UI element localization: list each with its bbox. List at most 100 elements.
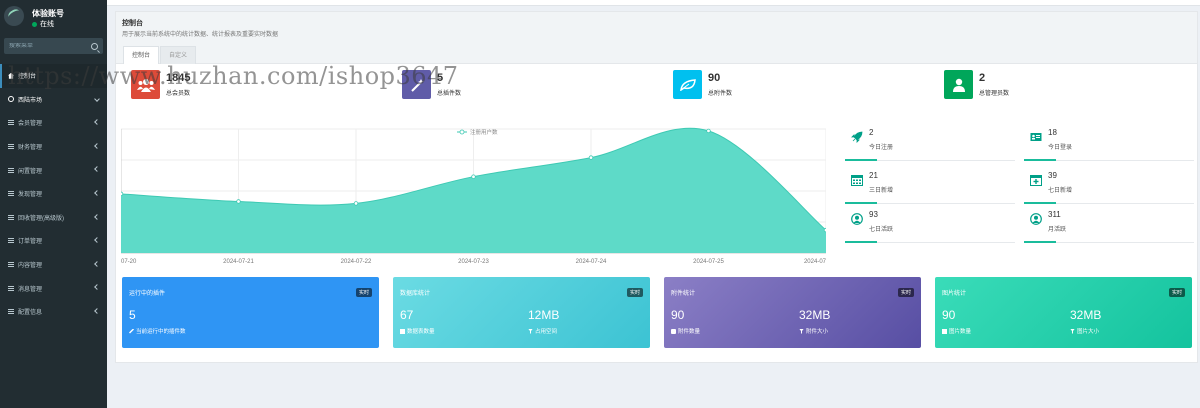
tab-custom[interactable]: 自定义 bbox=[160, 46, 197, 64]
circle-icon bbox=[8, 96, 14, 103]
mini-stat-seven-day: 39 七日新增 bbox=[1024, 168, 1194, 204]
sidebar-item-market[interactable]: 西陆市场 bbox=[0, 88, 107, 112]
sidebar-item-label: 西陆市场 bbox=[18, 97, 43, 104]
card-sub-label: 图片数量 bbox=[949, 329, 972, 335]
sidebar-item-label: 控制台 bbox=[18, 74, 37, 81]
sidebar-item-members[interactable]: 会员管理 bbox=[0, 111, 107, 135]
leaf-icon bbox=[673, 70, 702, 99]
sidebar-item-finance[interactable]: 财务管理 bbox=[0, 135, 107, 159]
sidebar-item-recycle[interactable]: 回收管理(高级版) bbox=[0, 206, 107, 230]
mini-stat-label: 七日新增 bbox=[1048, 188, 1073, 194]
stat-members: 1845 总会员数 bbox=[131, 70, 371, 110]
data-point bbox=[823, 227, 826, 233]
vcard-icon bbox=[1030, 133, 1042, 141]
calendar-icon bbox=[851, 175, 863, 186]
search-icon[interactable] bbox=[91, 42, 98, 50]
card-title: 附件统计 bbox=[671, 291, 696, 297]
card-title: 运行中的插件 bbox=[129, 291, 166, 297]
sidebar-item-discover[interactable]: 发现管理 bbox=[0, 182, 107, 206]
registration-area-chart: 07-20 2024-07-21 2024-07-22 2024-07-23 2024-… bbox=[121, 127, 826, 265]
mini-stat-bar bbox=[1024, 202, 1056, 204]
sidebar-item-content[interactable]: 内容管理 bbox=[0, 253, 107, 277]
x-tick-label: 2024-07-22 bbox=[341, 259, 372, 265]
sidebar-item-label: 订单管理 bbox=[18, 239, 43, 246]
x-tick-label: 2024-07-24 bbox=[576, 259, 607, 265]
stat-label: 总插件数 bbox=[437, 91, 462, 97]
chevron-left-icon bbox=[94, 213, 100, 220]
sidebar-item-label: 财务管理 bbox=[18, 145, 43, 152]
chevron-left-icon bbox=[94, 142, 100, 149]
card-sub-label: 当前运行中的插件数 bbox=[136, 329, 186, 335]
stat-value: 90 bbox=[708, 72, 721, 84]
list-icon bbox=[8, 120, 14, 126]
card-value-secondary: 32MB bbox=[1070, 308, 1102, 322]
legend-marker bbox=[459, 129, 465, 135]
mini-stat-bar bbox=[845, 202, 877, 204]
top-navbar bbox=[107, 0, 1200, 6]
avatar[interactable] bbox=[4, 6, 24, 26]
chevron-left-icon bbox=[94, 260, 100, 267]
user-circle-icon bbox=[851, 213, 863, 225]
mini-stat-label: 月活跃 bbox=[1048, 227, 1067, 233]
filter-icon bbox=[1070, 328, 1075, 334]
sidebar-item-label: 会员管理 bbox=[18, 121, 43, 128]
card-sub-label: 数据表数量 bbox=[407, 329, 435, 335]
sidebar-item-orders[interactable]: 订单管理 bbox=[0, 229, 107, 253]
mini-stat-value: 18 bbox=[1048, 128, 1057, 137]
stat-plugins: 5 总插件数 bbox=[402, 70, 642, 110]
card-title: 数据库统计 bbox=[400, 291, 431, 297]
database-icon bbox=[400, 328, 405, 334]
chevron-left-icon bbox=[94, 308, 100, 314]
card-value-secondary: 32MB bbox=[799, 308, 831, 322]
card-subtitle-secondary: 附件大小 bbox=[799, 327, 828, 335]
chevron-left-icon bbox=[94, 190, 100, 196]
chevron-down-icon bbox=[94, 95, 100, 102]
panel-header: 控制台 用于展示当前系统中的统计数据、统计报表及重要实时数据 控制台 自定义 bbox=[116, 12, 1197, 64]
stat-value: 2 bbox=[979, 72, 986, 84]
card-sub-label: 图片大小 bbox=[1077, 329, 1100, 335]
search-input[interactable] bbox=[9, 43, 91, 49]
realtime-badge: 实时 bbox=[626, 288, 643, 297]
user-name: 体验账号 bbox=[32, 9, 64, 18]
tab-dashboard[interactable]: 控制台 bbox=[123, 46, 160, 64]
data-point bbox=[588, 155, 594, 160]
mini-stat-value: 311 bbox=[1048, 210, 1061, 219]
x-tick-label: 2024-07-21 bbox=[223, 259, 254, 265]
stat-admins: 2 总管理员数 bbox=[944, 70, 1184, 110]
watermark: https://www.huzhan.com/ishop3647 bbox=[8, 62, 459, 90]
x-tick-label: 07-20 bbox=[121, 259, 137, 265]
sidebar-item-config[interactable]: 配置信息 bbox=[0, 300, 107, 324]
users-icon bbox=[131, 70, 160, 99]
list-icon bbox=[8, 144, 14, 150]
card-value: 90 bbox=[671, 308, 685, 322]
x-tick-label: 2024-07-23 bbox=[458, 259, 489, 265]
online-dot-icon bbox=[32, 21, 37, 27]
sidebar: 体验账号 在线 控制台 西陆市场 会员管理 财务管理 bbox=[0, 0, 107, 408]
mini-stat-value: 93 bbox=[869, 210, 878, 219]
sidebar-item-dashboard[interactable]: 控制台 bbox=[0, 64, 107, 88]
realtime-badge: 实时 bbox=[1168, 288, 1185, 297]
card-value: 90 bbox=[942, 308, 956, 322]
mini-stat-value: 21 bbox=[869, 171, 878, 180]
list-icon bbox=[8, 285, 14, 291]
card-subtitle: 附件数量 bbox=[671, 327, 700, 335]
sidebar-item-label: 闲置管理 bbox=[18, 168, 43, 175]
chevron-left-icon bbox=[94, 119, 100, 126]
card-value: 67 bbox=[400, 308, 414, 322]
sidebar-item-messages[interactable]: 消息管理 bbox=[0, 276, 107, 300]
user-status: 在线 bbox=[32, 19, 54, 29]
card-images: 图片统计 实时 90 32MB 图片数量 图片大小 bbox=[935, 277, 1192, 348]
file-icon bbox=[671, 328, 676, 334]
list-icon bbox=[8, 238, 14, 244]
data-point bbox=[236, 199, 241, 204]
mini-stat-label: 七日活跃 bbox=[869, 227, 894, 233]
chevron-left-icon bbox=[94, 166, 100, 173]
card-subtitle-secondary: 占用空间 bbox=[528, 327, 557, 335]
magic-wand-icon bbox=[402, 70, 431, 99]
sidebar-item-idle[interactable]: 闲置管理 bbox=[0, 158, 107, 182]
mini-stat-today-login: 18 今日登录 bbox=[1024, 125, 1194, 161]
sidebar-item-label: 配置信息 bbox=[18, 310, 43, 317]
list-icon bbox=[8, 262, 14, 268]
card-attachments: 附件统计 实时 90 32MB 附件数量 附件大小 bbox=[664, 277, 921, 348]
list-icon bbox=[8, 167, 14, 173]
